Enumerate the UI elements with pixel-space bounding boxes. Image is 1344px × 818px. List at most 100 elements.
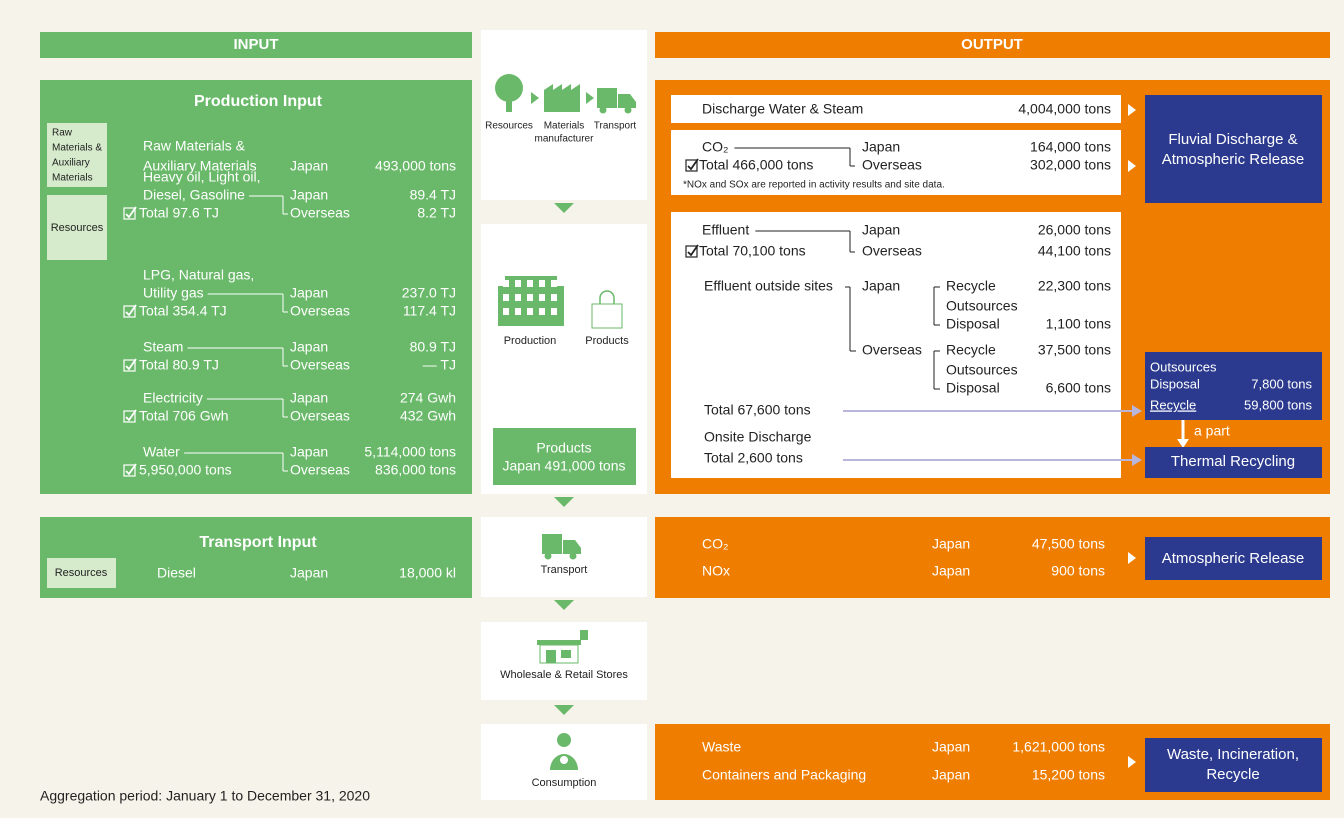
label: Outsources [1150, 359, 1217, 374]
tree-icon [495, 74, 523, 102]
flow-arrow [554, 203, 574, 213]
label: Outsources [946, 362, 1018, 378]
label: manufacturer [535, 134, 595, 145]
label: Overseas [290, 303, 350, 319]
store-icon [561, 650, 571, 658]
label: Transport [594, 121, 637, 132]
label: Wholesale & Retail Stores [500, 669, 628, 681]
arrow [1177, 439, 1189, 448]
destination-box [1145, 738, 1322, 792]
label: Outsources [946, 298, 1018, 314]
label: Japan [290, 390, 328, 406]
label: 89.4 TJ [410, 187, 456, 203]
bag-icon [591, 303, 623, 329]
flow-box [481, 30, 647, 200]
check-icon [685, 159, 698, 172]
category-label: Resources [55, 567, 108, 579]
check-icon [123, 305, 136, 318]
window [539, 280, 545, 287]
label: 7,800 tons [1251, 376, 1312, 391]
label: Japan [290, 339, 328, 355]
panel-title: Transport Input [199, 534, 317, 551]
arrow [1128, 552, 1136, 564]
check-icon [125, 304, 137, 317]
label: Raw Materials & [143, 138, 246, 154]
label: 493,000 tons [375, 158, 456, 174]
label: Total 97.6 TJ [139, 205, 219, 221]
label: Disposal [1150, 376, 1200, 391]
label: Japan [862, 139, 900, 155]
label: 237.0 TJ [402, 285, 456, 301]
label: 18,000 kl [399, 565, 456, 581]
label: Japan [932, 563, 970, 579]
arrow [1128, 104, 1136, 116]
window [551, 294, 557, 301]
label: Japan [290, 565, 328, 581]
label: 26,000 tons [1038, 222, 1111, 238]
label: 836,000 tons [375, 462, 456, 478]
category-box [47, 123, 107, 187]
window [515, 280, 521, 287]
label: Consumption [532, 777, 597, 789]
truck-icon [597, 88, 617, 108]
label: Overseas [290, 357, 350, 373]
person-icon [557, 733, 571, 747]
label: Atmospheric Release [1162, 550, 1305, 567]
label: Containers and Packaging [702, 767, 866, 783]
window [539, 308, 545, 315]
label: Disposal [946, 316, 1000, 332]
store-icon [539, 644, 579, 664]
label: Waste [702, 739, 741, 755]
label: Japan [290, 285, 328, 301]
label: Overseas [862, 157, 922, 173]
label: 900 tons [1051, 563, 1105, 579]
category-label: Materials [52, 173, 93, 184]
check-icon [125, 358, 137, 371]
flow-arrow [554, 705, 574, 715]
label: Products [585, 335, 629, 347]
factory-icon [544, 84, 580, 112]
label: Recycle [946, 278, 996, 294]
label: 432 Gwh [400, 408, 456, 424]
category-label: Materials & [52, 143, 102, 154]
window [515, 308, 521, 315]
label: Heavy oil, Light oil, [143, 169, 261, 185]
window [515, 294, 521, 301]
label: 1,621,000 tons [1012, 739, 1105, 755]
label: LPG, Natural gas, [143, 267, 254, 283]
truck-icon [544, 552, 552, 560]
output-header [655, 32, 1330, 58]
label: Japan [932, 536, 970, 552]
destination-box [1145, 352, 1322, 420]
label: Disposal [946, 380, 1000, 396]
label: Effluent outside sites [704, 278, 833, 294]
store-icon [546, 650, 556, 663]
truck-icon [599, 106, 607, 114]
label: 117.4 TJ [403, 303, 456, 319]
label: Japan [862, 222, 900, 238]
destination-box [1145, 95, 1322, 203]
label: Thermal Recycling [1171, 453, 1295, 470]
store-icon [537, 640, 581, 645]
label: Production [504, 335, 557, 347]
label: Waste, Incineration, [1167, 746, 1299, 763]
window [503, 294, 509, 301]
window [527, 308, 533, 315]
output-box [671, 95, 1121, 123]
label: Transport [541, 564, 588, 576]
label: 80.9 TJ [410, 339, 456, 355]
label: Recycle [1206, 766, 1259, 783]
arrow [531, 92, 539, 104]
check-icon [123, 410, 136, 423]
label: Diesel [157, 565, 196, 581]
check-icon [685, 245, 698, 258]
label: NOx [702, 563, 730, 579]
label: Recycle [1150, 397, 1196, 412]
category-label: Raw [52, 128, 73, 139]
output-box [671, 212, 1121, 478]
label: 15,200 tons [1032, 767, 1105, 783]
destination-box [1145, 537, 1322, 580]
label: Total 70,100 tons [699, 243, 806, 259]
label: Total 706 Gwh [139, 408, 229, 424]
